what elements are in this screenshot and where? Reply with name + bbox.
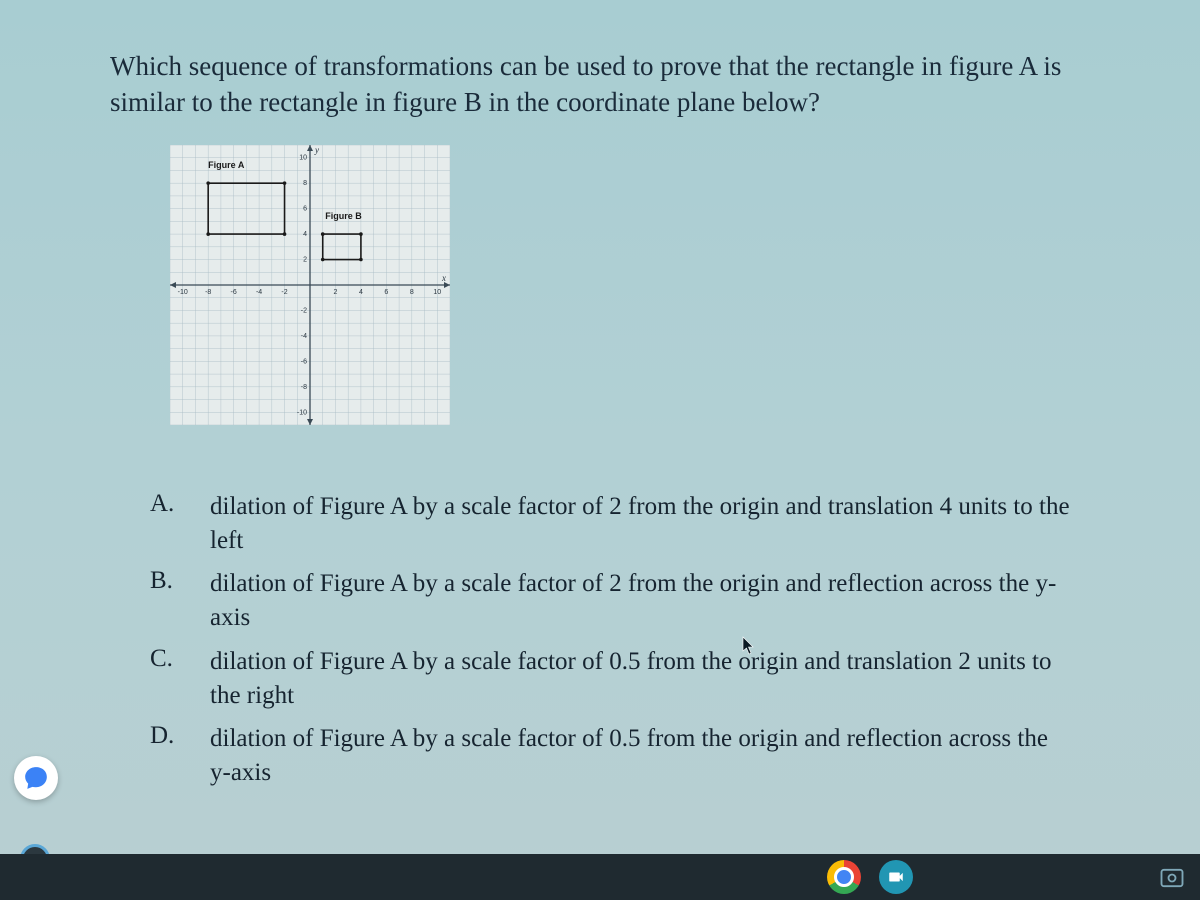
svg-text:-8: -8 bbox=[205, 289, 211, 296]
svg-text:x: x bbox=[441, 273, 446, 283]
svg-text:6: 6 bbox=[384, 289, 388, 296]
svg-text:-4: -4 bbox=[301, 333, 307, 340]
taskbar bbox=[0, 854, 1200, 900]
tray-app-icon[interactable] bbox=[1158, 864, 1186, 892]
svg-text:-4: -4 bbox=[256, 289, 262, 296]
answer-text: dilation of Figure A by a scale factor o… bbox=[210, 567, 1070, 635]
chat-bubble-button[interactable] bbox=[14, 756, 58, 800]
svg-text:10: 10 bbox=[299, 155, 307, 162]
mouse-cursor-icon bbox=[742, 636, 756, 656]
svg-text:-8: -8 bbox=[301, 384, 307, 391]
coordinate-plane: -10-8-6-4-2246810-10-8-6-4-2246810xyFigu… bbox=[170, 145, 450, 425]
svg-text:6: 6 bbox=[303, 206, 307, 213]
answer-letter: D. bbox=[150, 722, 210, 750]
coordinate-plane-container: -10-8-6-4-2246810-10-8-6-4-2246810xyFigu… bbox=[170, 145, 1140, 430]
svg-text:4: 4 bbox=[303, 231, 307, 238]
chat-icon bbox=[23, 765, 49, 791]
svg-text:8: 8 bbox=[410, 289, 414, 296]
video-chat-icon[interactable] bbox=[879, 860, 913, 894]
answer-choice-d[interactable]: D. dilation of Figure A by a scale facto… bbox=[150, 722, 1140, 790]
svg-text:-6: -6 bbox=[301, 358, 307, 365]
svg-text:Figure B: Figure B bbox=[325, 211, 362, 221]
svg-text:10: 10 bbox=[433, 289, 441, 296]
answer-text: dilation of Figure A by a scale factor o… bbox=[210, 645, 1070, 713]
chrome-icon[interactable] bbox=[827, 860, 861, 894]
svg-text:-2: -2 bbox=[301, 307, 307, 314]
question-text: Which sequence of transformations can be… bbox=[110, 48, 1140, 121]
svg-text:2: 2 bbox=[303, 256, 307, 263]
answer-text: dilation of Figure A by a scale factor o… bbox=[210, 722, 1070, 790]
svg-text:-6: -6 bbox=[231, 289, 237, 296]
svg-text:-2: -2 bbox=[281, 289, 287, 296]
answer-text: dilation of Figure A by a scale factor o… bbox=[210, 490, 1070, 558]
answer-letter: C. bbox=[150, 645, 210, 673]
svg-text:-10: -10 bbox=[297, 409, 307, 416]
answer-letter: B. bbox=[150, 567, 210, 595]
camera-icon bbox=[887, 868, 905, 886]
answer-choice-a[interactable]: A. dilation of Figure A by a scale facto… bbox=[150, 490, 1140, 558]
svg-text:-10: -10 bbox=[178, 289, 188, 296]
answer-choice-b[interactable]: B. dilation of Figure A by a scale facto… bbox=[150, 567, 1140, 635]
answer-choice-c[interactable]: C. dilation of Figure A by a scale facto… bbox=[150, 645, 1140, 713]
answer-list: A. dilation of Figure A by a scale facto… bbox=[150, 490, 1140, 790]
svg-text:Figure A: Figure A bbox=[208, 160, 245, 170]
taskbar-icons bbox=[827, 860, 913, 894]
svg-text:y: y bbox=[314, 145, 319, 155]
svg-text:2: 2 bbox=[334, 289, 338, 296]
svg-text:8: 8 bbox=[303, 180, 307, 187]
quiz-screen: Which sequence of transformations can be… bbox=[0, 0, 1200, 900]
answer-letter: A. bbox=[150, 490, 210, 518]
svg-text:4: 4 bbox=[359, 289, 363, 296]
